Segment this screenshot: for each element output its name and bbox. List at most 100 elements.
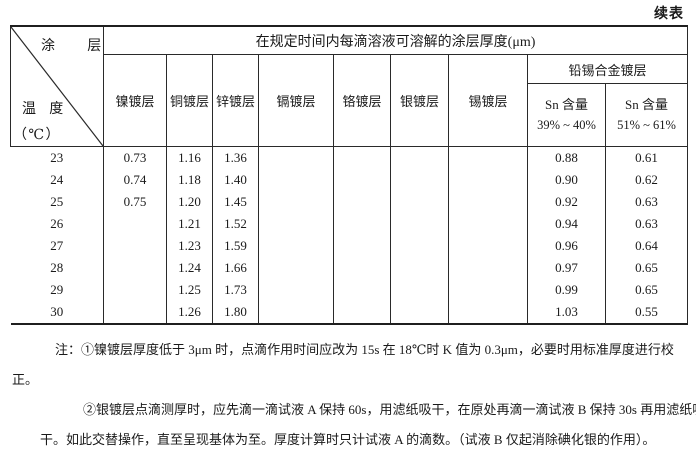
- thickness-value-cell: [448, 235, 528, 257]
- thickness-value-cell: 0.99: [527, 279, 606, 301]
- thickness-value-cell: [390, 169, 449, 191]
- table-row: 25 0.75 1.20 1.45 0.92 0.63: [11, 191, 689, 213]
- thickness-value-cell: [448, 301, 528, 324]
- thickness-value-cell: [448, 146, 528, 169]
- thickness-value-cell: 0.96: [527, 235, 606, 257]
- thickness-value-cell: [390, 235, 449, 257]
- col-header-tin: 锡镀层: [448, 54, 528, 147]
- corner-unit-label: （℃）: [13, 128, 61, 143]
- thickness-value-cell: 1.21: [166, 213, 213, 235]
- thickness-value-cell: [390, 213, 449, 235]
- thickness-value-cell: [390, 257, 449, 279]
- thickness-value-cell: 1.16: [166, 146, 213, 169]
- thickness-value-cell: [258, 191, 334, 213]
- table-row: 26 1.21 1.52 0.94 0.63: [11, 213, 689, 235]
- thickness-value-cell: [390, 279, 449, 301]
- temperature-cell: 23: [50, 150, 64, 165]
- sn-content-label: Sn 含量: [625, 97, 668, 112]
- thickness-value-cell: [448, 191, 528, 213]
- corner-temperature-label: 温 度: [22, 102, 69, 117]
- temperature-cell: 24: [50, 172, 64, 187]
- thickness-value-cell: 1.25: [166, 279, 213, 301]
- thickness-value-cell: 1.40: [212, 169, 259, 191]
- thickness-value-cell: 0.92: [527, 191, 606, 213]
- diagonal-line: [11, 27, 103, 146]
- thickness-value-cell: 1.59: [212, 235, 259, 257]
- thickness-value-cell: [448, 279, 528, 301]
- thickness-value-cell: 0.63: [604, 191, 689, 213]
- thickness-value-cell: [448, 169, 528, 191]
- table-row: 23 0.73 1.16 1.36 0.88 0.61: [11, 146, 689, 169]
- thickness-value-cell: 1.03: [527, 301, 606, 324]
- temperature-cell: 27: [50, 238, 64, 253]
- col-header-chromium: 铬镀层: [333, 54, 391, 147]
- thickness-value-cell: [103, 213, 167, 235]
- note-1-line-1: 注：①镍镀层厚度低于 3μm 时，点滴作用时间应改为 15s 在 18℃时 K …: [55, 342, 674, 357]
- temperature-cell: 25: [50, 194, 64, 209]
- temperature-cell: 28: [50, 260, 64, 275]
- thickness-value-cell: [333, 257, 391, 279]
- thickness-value-cell: 0.62: [604, 169, 689, 191]
- thickness-value-cell: 0.65: [604, 257, 689, 279]
- thickness-value-cell: 0.55: [604, 301, 689, 324]
- thickness-value-cell: 1.26: [166, 301, 213, 324]
- thickness-value-cell: [448, 257, 528, 279]
- col-header-nickel: 镍镀层: [103, 54, 167, 147]
- thickness-value-cell: [258, 279, 334, 301]
- thickness-value-cell: 1.24: [166, 257, 213, 279]
- thickness-value-cell: [103, 235, 167, 257]
- thickness-value-cell: [333, 169, 391, 191]
- thickness-value-cell: [258, 146, 334, 169]
- corner-coating-label: 涂层: [41, 39, 101, 54]
- thickness-value-cell: 0.90: [527, 169, 606, 191]
- thickness-value-cell: 0.74: [103, 169, 167, 191]
- thickness-value-cell: [258, 301, 334, 324]
- thickness-value-cell: 1.52: [212, 213, 259, 235]
- sn-range-label: 51% ~ 61%: [617, 118, 676, 132]
- coating-thickness-table: 涂层 温 度 （℃） 在规定时间内每滴溶液可溶解的涂层厚度(μm) 镍镀层 铜镀…: [10, 25, 689, 325]
- thickness-value-cell: [258, 169, 334, 191]
- col-header-silver: 银镀层: [390, 54, 449, 147]
- thickness-value-cell: 0.64: [604, 235, 689, 257]
- footnotes: 注：①镍镀层厚度低于 3μm 时，点滴作用时间应改为 15s 在 18℃时 K …: [0, 335, 696, 455]
- thickness-value-cell: 1.45: [212, 191, 259, 213]
- thickness-value-cell: 1.80: [212, 301, 259, 324]
- table-row: 29 1.25 1.73 0.99 0.65: [11, 279, 689, 301]
- col-header-pbsn-group: 铅锡合金镀层: [526, 54, 689, 84]
- thickness-value-cell: [258, 257, 334, 279]
- thickness-value-cell: 1.73: [212, 279, 259, 301]
- col-header-copper: 铜镀层: [166, 54, 213, 147]
- thickness-value-cell: [333, 301, 391, 324]
- thickness-value-cell: [103, 257, 167, 279]
- thickness-value-cell: 1.36: [212, 146, 259, 169]
- thickness-value-cell: [333, 213, 391, 235]
- table-body: 23 0.73 1.16 1.36 0.88 0.61 24 0.74 1.18 1.40 0.90…: [11, 146, 689, 324]
- thickness-value-cell: 0.63: [604, 213, 689, 235]
- note-2-line-2: 干。如此交替操作，直至呈现基体为至。厚度计算时只计试液 A 的滴数。（试液 B …: [40, 432, 656, 447]
- thickness-value-cell: 0.97: [527, 257, 606, 279]
- continuation-label: 续表: [654, 7, 684, 22]
- note-2-line-1: ②银镀层点滴测厚时，应先滴一滴试液 A 保持 60s，用滤纸吸干，在原处再滴一滴…: [83, 402, 696, 417]
- thickness-value-cell: 1.23: [166, 235, 213, 257]
- sn-content-label: Sn 含量: [545, 97, 588, 112]
- thickness-value-cell: 1.18: [166, 169, 213, 191]
- thickness-value-cell: 0.88: [527, 146, 606, 169]
- corner-diagonal-cell: 涂层 温 度 （℃）: [10, 25, 104, 147]
- thickness-value-cell: [448, 213, 528, 235]
- thickness-value-cell: [258, 213, 334, 235]
- table-row: 28 1.24 1.66 0.97 0.65: [11, 257, 689, 279]
- thickness-value-cell: 0.73: [103, 146, 167, 169]
- thickness-value-cell: [390, 301, 449, 324]
- temperature-cell: 26: [50, 216, 64, 231]
- span-header: 在规定时间内每滴溶液可溶解的涂层厚度(μm): [102, 25, 689, 55]
- thickness-value-cell: [258, 235, 334, 257]
- thickness-value-cell: [103, 279, 167, 301]
- note-1-line-2: 正。: [12, 372, 39, 387]
- thickness-value-cell: [103, 301, 167, 324]
- thickness-value-cell: [333, 146, 391, 169]
- thickness-value-cell: 0.65: [604, 279, 689, 301]
- temperature-cell: 30: [50, 304, 64, 319]
- col-header-zinc: 锌镀层: [212, 54, 259, 147]
- thickness-value-cell: 0.94: [527, 213, 606, 235]
